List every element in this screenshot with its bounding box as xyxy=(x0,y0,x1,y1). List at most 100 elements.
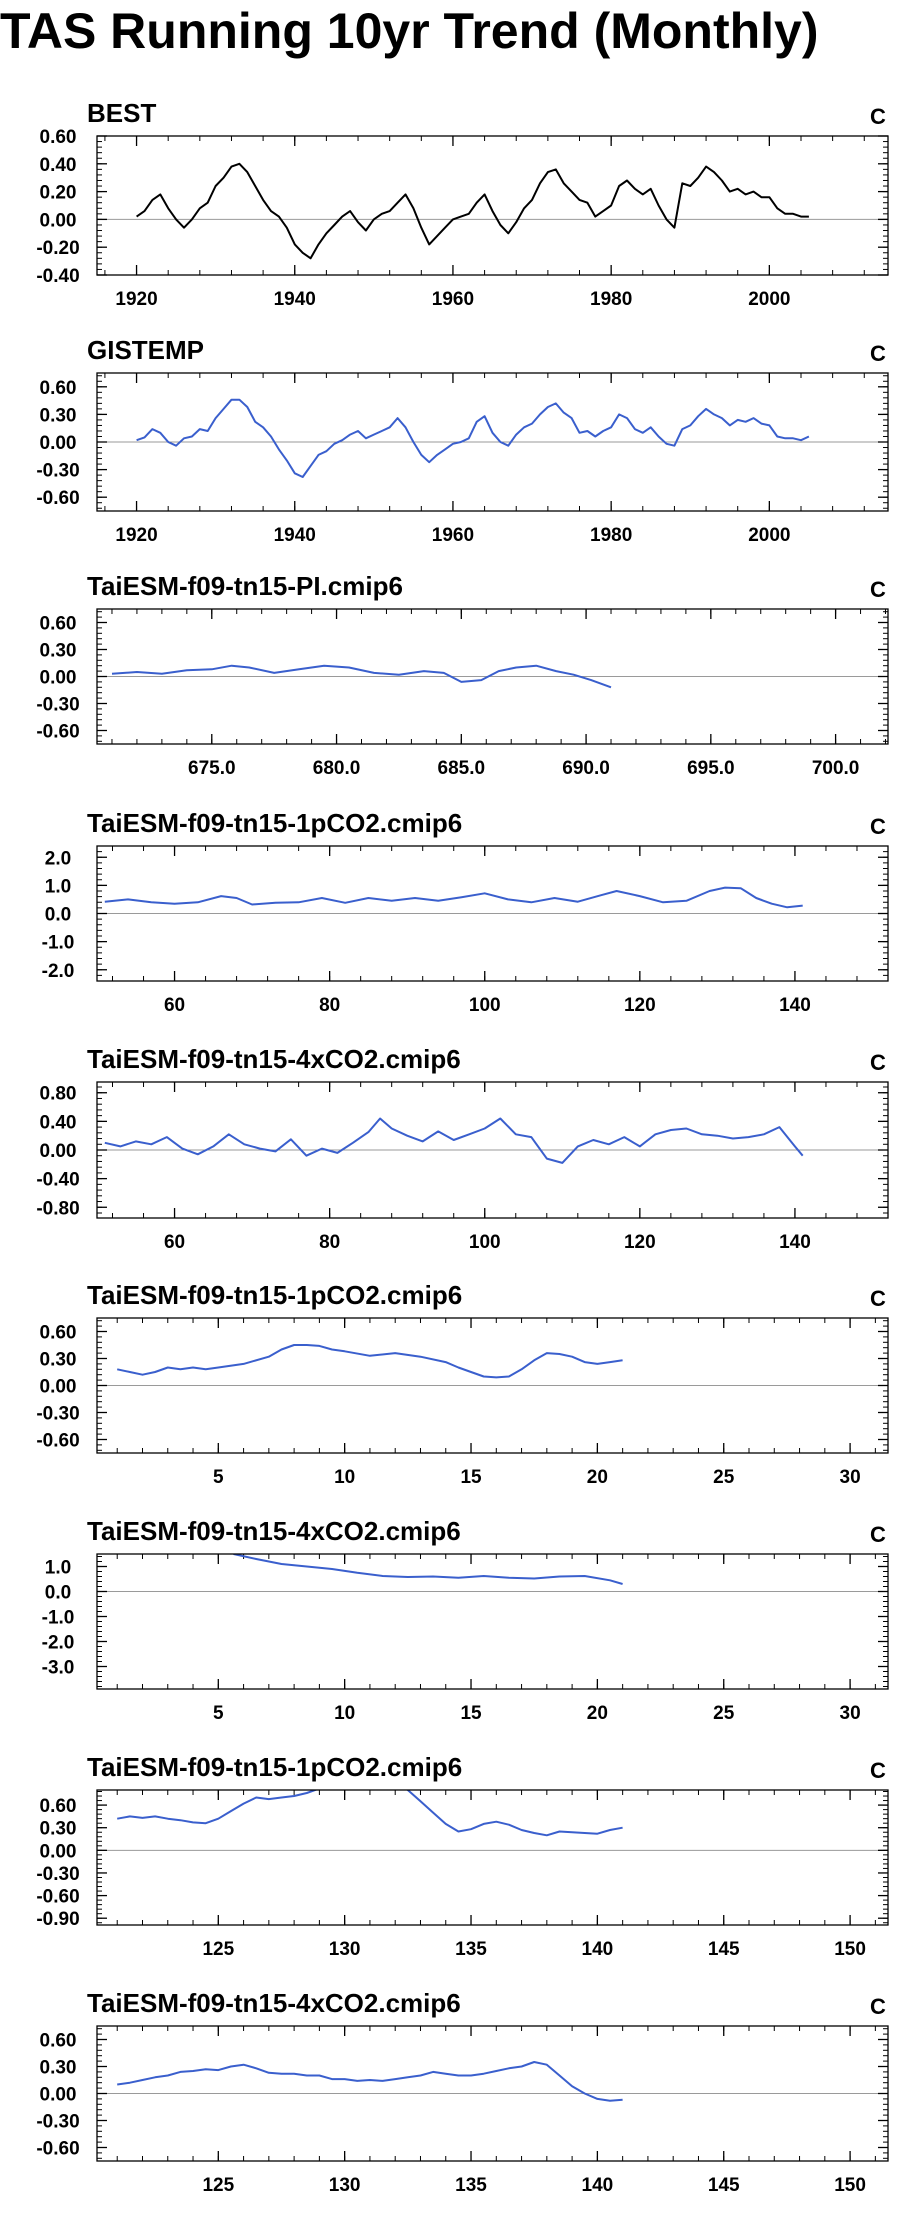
y-tick-label: -2.0 xyxy=(42,1633,75,1654)
y-tick-label: -0.30 xyxy=(36,461,79,482)
chart-panel-1: BEST C 1920 1940 1960 1980 2000 0.60 0.40 0.20 0.0… xyxy=(36,98,889,310)
x-tick-label: 1940 xyxy=(274,289,316,310)
x-tick-label: 2000 xyxy=(748,289,790,310)
x-tick-label: 10 xyxy=(334,1703,355,1724)
x-tick-label: 140 xyxy=(779,995,811,1016)
chart-panel-3: TaiESM-f09-tn15-PI.cmip6 C 675.0 680.0 685.0… xyxy=(36,571,889,779)
y-tick-label: -3.0 xyxy=(42,1658,75,1679)
y-tick-label: 2.0 xyxy=(45,848,71,869)
y-tick-label: 0.0 xyxy=(45,1583,71,1604)
plot-frame xyxy=(96,2025,889,2162)
y-tick-label: -2.0 xyxy=(42,961,75,982)
y-tick-label: -0.90 xyxy=(36,1909,79,1930)
y-tick-label: 0.60 xyxy=(40,1323,77,1344)
x-tick-label: 140 xyxy=(582,1939,614,1960)
y-tick-label: -0.60 xyxy=(36,488,79,509)
y-tick-label: -0.30 xyxy=(36,1864,79,1885)
chart-panel-5: TaiESM-f09-tn15-4xCO2.cmip6 C 60 80 100 120 14… xyxy=(36,1044,889,1253)
chart-panel-2: GISTEMP C 1920 1940 1960 1980 2000 0.60 0.30 0.00… xyxy=(36,335,889,546)
chart-title: TaiESM-f09-tn15-4xCO2.cmip6 xyxy=(87,1516,461,1546)
y-tick-label: -0.80 xyxy=(36,1198,79,1219)
y-tick-label: 0.0 xyxy=(45,905,71,926)
x-tick-label: 80 xyxy=(319,995,340,1016)
series-line xyxy=(136,162,809,260)
y-tick-label: 0.30 xyxy=(40,1819,77,1840)
x-tick-label: 135 xyxy=(455,1939,487,1960)
x-tick-label: 700.0 xyxy=(812,758,860,779)
x-tick-label: 135 xyxy=(455,2175,487,2196)
chart-panel-7: TaiESM-f09-tn15-4xCO2.cmip6 C 5 10 15 20 25 30 1… xyxy=(42,1516,889,1724)
x-tick-label: 15 xyxy=(460,1703,482,1724)
series-line xyxy=(136,398,810,478)
x-tick-label: 690.0 xyxy=(562,758,610,779)
x-tick-label: 1960 xyxy=(432,289,474,310)
x-tick-label: 150 xyxy=(834,1939,866,1960)
unit-label: C xyxy=(870,814,886,839)
plot-frame xyxy=(96,372,889,512)
x-tick-label: 25 xyxy=(713,1703,735,1724)
x-tick-label: 140 xyxy=(582,2175,614,2196)
x-tick-label: 15 xyxy=(460,1467,482,1488)
y-tick-label: 1.0 xyxy=(45,1558,71,1579)
x-tick-label: 125 xyxy=(202,2175,234,2196)
unit-label: C xyxy=(870,1050,886,1075)
x-tick-label: 1940 xyxy=(274,525,316,546)
x-tick-label: 60 xyxy=(164,995,185,1016)
x-tick-label: 145 xyxy=(708,2175,740,2196)
x-tick-label: 5 xyxy=(213,1467,224,1488)
plot-frame xyxy=(96,1789,889,1926)
unit-label: C xyxy=(870,341,886,366)
x-tick-label: 685.0 xyxy=(438,758,486,779)
plot-frame xyxy=(96,1317,889,1454)
y-tick-label: -0.60 xyxy=(36,1887,79,1908)
chart-panel-8: TaiESM-f09-tn15-1pCO2.cmip6 C 125 130 135 140… xyxy=(36,1752,889,1960)
x-tick-label: 80 xyxy=(319,1232,340,1253)
y-tick-label: 0.00 xyxy=(40,2085,77,2106)
y-tick-label: -1.0 xyxy=(42,1608,75,1629)
y-tick-label: -0.30 xyxy=(36,1404,79,1425)
y-tick-label: -0.30 xyxy=(36,695,79,716)
series-line xyxy=(117,1790,623,1837)
series-line xyxy=(233,1554,623,1585)
y-tick-label: 1.0 xyxy=(45,876,71,897)
y-tick-label: 0.00 xyxy=(40,1377,77,1398)
x-tick-label: 100 xyxy=(469,995,501,1016)
unit-label: C xyxy=(870,1994,886,2019)
plot-frame xyxy=(96,135,889,276)
x-tick-label: 25 xyxy=(713,1467,735,1488)
chart-title: TaiESM-f09-tn15-4xCO2.cmip6 xyxy=(87,1988,461,2018)
y-tick-label: 0.30 xyxy=(40,1350,77,1371)
x-tick-label: 120 xyxy=(624,995,656,1016)
y-tick-label: 0.20 xyxy=(40,183,77,204)
y-tick-label: 0.30 xyxy=(40,2058,77,2079)
y-tick-label: 0.40 xyxy=(40,155,77,176)
series-line xyxy=(104,886,803,909)
chart-panel-6: TaiESM-f09-tn15-1pCO2.cmip6 C 5 10 15 20 25 30 0… xyxy=(36,1280,889,1488)
chart-title: TaiESM-f09-tn15-1pCO2.cmip6 xyxy=(87,808,462,838)
y-tick-label: 0.60 xyxy=(40,127,77,148)
plot-frame xyxy=(96,1553,889,1690)
chart-title: TaiESM-f09-tn15-1pCO2.cmip6 xyxy=(87,1280,462,1310)
x-tick-label: 145 xyxy=(708,1939,740,1960)
chart-panel-9: TaiESM-f09-tn15-4xCO2.cmip6 C 125 130 135 140… xyxy=(36,1988,889,2196)
y-tick-label: 0.00 xyxy=(40,433,77,454)
y-tick-label: -0.60 xyxy=(36,2139,79,2160)
plot-frame xyxy=(96,845,889,982)
x-tick-label: 695.0 xyxy=(687,758,735,779)
y-tick-label: 0.00 xyxy=(40,1141,77,1162)
series-line xyxy=(111,664,612,689)
chart-panel-4: TaiESM-f09-tn15-1pCO2.cmip6 C 60 80 100 120 14… xyxy=(42,808,889,1016)
x-tick-label: 30 xyxy=(840,1467,861,1488)
x-tick-label: 1980 xyxy=(590,289,632,310)
y-tick-label: 0.60 xyxy=(40,378,77,399)
y-tick-label: -0.40 xyxy=(36,266,79,287)
unit-label: C xyxy=(870,104,886,129)
x-tick-label: 60 xyxy=(164,1232,185,1253)
x-tick-label: 680.0 xyxy=(313,758,361,779)
unit-label: C xyxy=(870,1758,886,1783)
y-tick-label: -0.20 xyxy=(36,238,79,259)
series-line xyxy=(116,1344,623,1379)
y-tick-label: 0.40 xyxy=(40,1112,77,1133)
y-tick-label: 0.00 xyxy=(40,1841,77,1862)
x-tick-label: 1920 xyxy=(115,525,157,546)
